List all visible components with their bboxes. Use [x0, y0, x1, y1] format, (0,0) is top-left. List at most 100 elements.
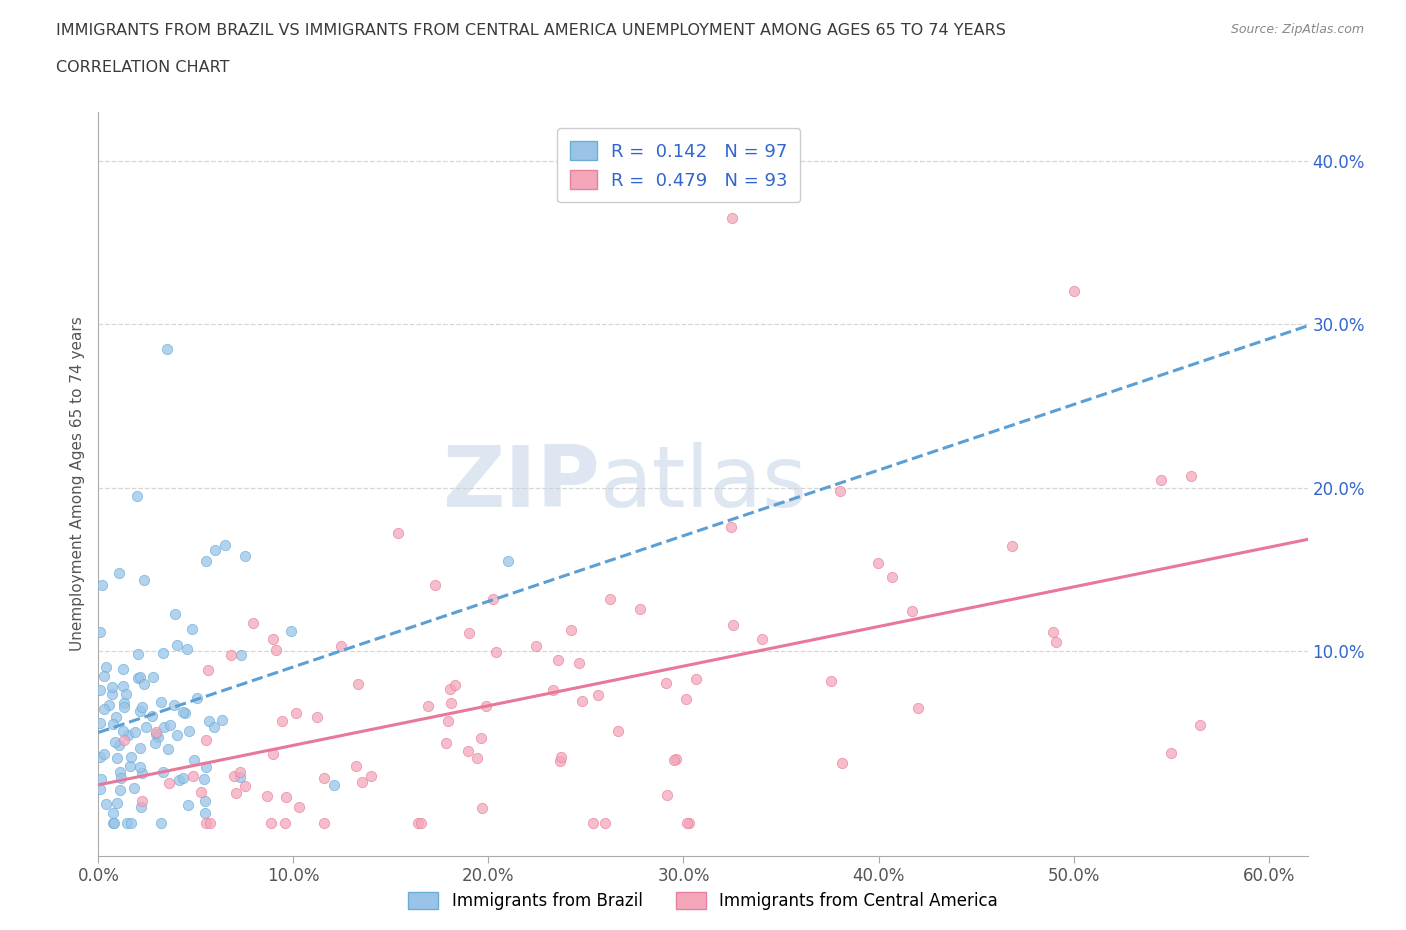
Legend: Immigrants from Brazil, Immigrants from Central America: Immigrants from Brazil, Immigrants from … — [402, 885, 1004, 917]
Point — [664, 752, 686, 767]
Point — [120, 750, 142, 764]
Point — [100, 680, 122, 695]
Point — [411, 816, 433, 830]
Point — [115, 687, 138, 702]
Point — [219, 648, 242, 663]
Point — [193, 772, 215, 787]
Point — [152, 764, 174, 779]
Point — [93, 747, 115, 762]
Point — [831, 755, 853, 770]
Point — [166, 637, 188, 652]
Point — [256, 789, 278, 804]
Point — [141, 709, 163, 724]
Point — [496, 554, 519, 569]
Point — [165, 606, 187, 621]
Point — [264, 642, 287, 657]
Point — [582, 816, 605, 830]
Point — [89, 750, 111, 764]
Point — [163, 698, 186, 712]
Point — [274, 790, 297, 804]
Point — [262, 746, 284, 761]
Point — [482, 591, 505, 606]
Point — [195, 759, 218, 774]
Point — [329, 639, 352, 654]
Point — [176, 642, 198, 657]
Point — [112, 700, 135, 715]
Point — [314, 770, 336, 785]
Point — [89, 782, 111, 797]
Point — [202, 719, 225, 734]
Point — [194, 554, 217, 569]
Point — [145, 725, 167, 740]
Point — [440, 695, 463, 710]
Point — [225, 785, 247, 800]
Point — [148, 730, 170, 745]
Point — [465, 751, 488, 765]
Point — [439, 682, 461, 697]
Point — [127, 646, 149, 661]
Point — [173, 705, 195, 720]
Point — [128, 760, 150, 775]
Point — [129, 800, 152, 815]
Point — [132, 572, 155, 587]
Point — [112, 733, 135, 748]
Point — [127, 488, 149, 503]
Point — [457, 743, 479, 758]
Point — [657, 788, 679, 803]
Point — [150, 695, 173, 710]
Point — [104, 735, 127, 750]
Point — [214, 538, 236, 552]
Point — [167, 773, 190, 788]
Point — [820, 673, 842, 688]
Point — [242, 616, 264, 631]
Point — [436, 714, 458, 729]
Point — [129, 670, 152, 684]
Point — [287, 799, 309, 814]
Point — [172, 771, 194, 786]
Point — [1150, 472, 1173, 487]
Point — [112, 662, 135, 677]
Point — [721, 210, 744, 225]
Point — [135, 720, 157, 735]
Point — [110, 771, 132, 786]
Point — [96, 659, 118, 674]
Point — [129, 740, 152, 755]
Point — [550, 750, 572, 764]
Point — [425, 578, 447, 592]
Point — [305, 710, 328, 724]
Point — [586, 687, 609, 702]
Text: Source: ZipAtlas.com: Source: ZipAtlas.com — [1230, 23, 1364, 36]
Point — [181, 768, 204, 783]
Point — [105, 751, 128, 765]
Point — [470, 730, 492, 745]
Point — [568, 656, 591, 671]
Point — [541, 683, 564, 698]
Point — [228, 770, 250, 785]
Point — [273, 816, 295, 830]
Point — [1063, 284, 1085, 299]
Point — [444, 678, 467, 693]
Point — [156, 741, 179, 756]
Point — [90, 771, 112, 786]
Point — [685, 671, 707, 686]
Legend: R =  0.142   N = 97, R =  0.479   N = 93: R = 0.142 N = 97, R = 0.479 N = 93 — [557, 128, 800, 202]
Point — [675, 692, 697, 707]
Point — [105, 795, 128, 810]
Point — [132, 677, 155, 692]
Point — [387, 525, 409, 540]
Point — [108, 565, 131, 580]
Point — [179, 724, 201, 738]
Point — [108, 737, 131, 752]
Point — [828, 484, 851, 498]
Point — [233, 778, 256, 793]
Point — [723, 618, 745, 632]
Point — [560, 622, 582, 637]
Point — [177, 798, 200, 813]
Point — [1180, 469, 1202, 484]
Point — [194, 794, 217, 809]
Point — [868, 556, 890, 571]
Point — [108, 764, 131, 779]
Point — [117, 727, 139, 742]
Point — [112, 696, 135, 711]
Point — [323, 777, 346, 792]
